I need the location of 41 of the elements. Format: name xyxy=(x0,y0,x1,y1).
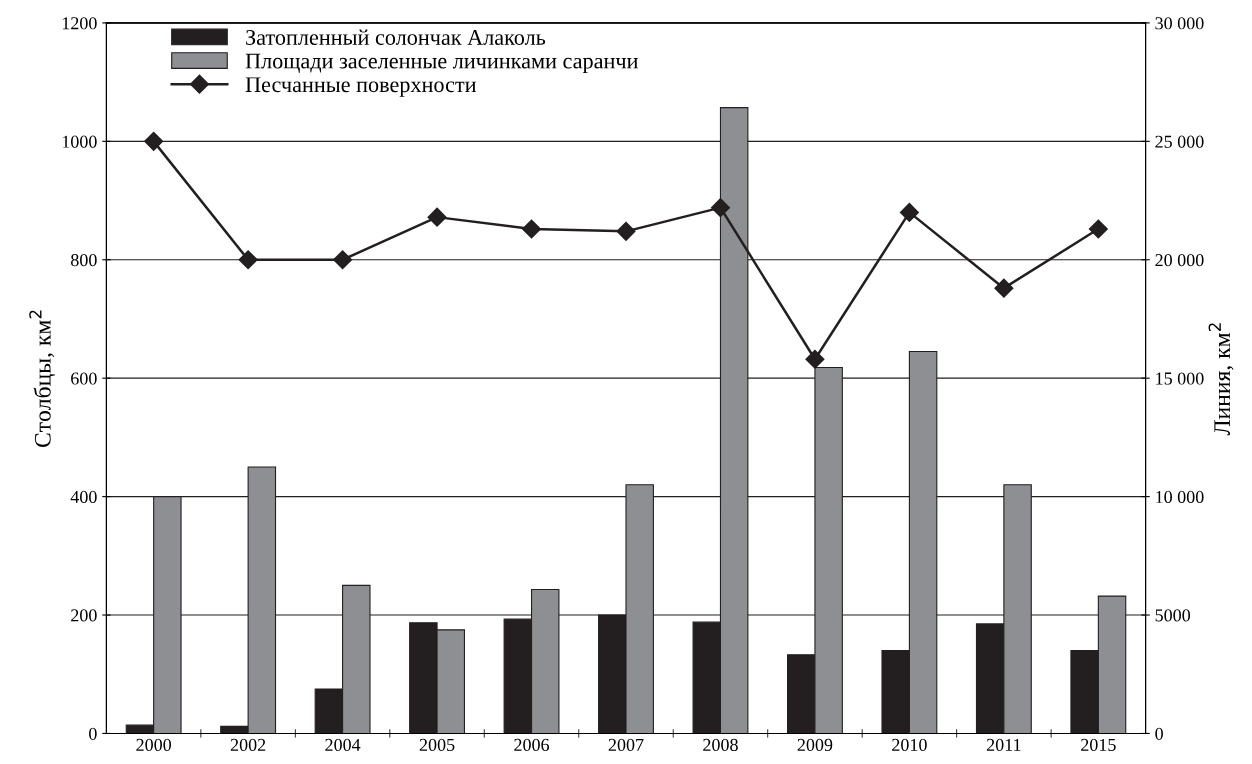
x-tick-label: 2011 xyxy=(986,738,1021,752)
y-tick-label: 800 xyxy=(71,254,97,267)
y2-tick-label: 20 000 xyxy=(1155,254,1204,267)
x-tick-label: 2009 xyxy=(797,738,833,752)
x-tick-label: 2006 xyxy=(514,738,550,752)
point xyxy=(144,131,164,151)
legend-label: Песчанные поверхности xyxy=(245,77,477,97)
x-tick-label: 2005 xyxy=(419,738,455,752)
point xyxy=(710,198,731,218)
x-tick-label: 2004 xyxy=(325,738,361,752)
y-tick-label: 200 xyxy=(71,609,97,622)
y2-tick-label: 10 000 xyxy=(1156,490,1204,504)
legend-label: Затопленный солончак Алаколь xyxy=(246,29,546,45)
point xyxy=(333,250,353,270)
x-tick-label: 2010 xyxy=(892,738,927,752)
y2-tick-label: 0 xyxy=(1155,727,1163,740)
y2-tick-label: 30 000 xyxy=(1155,17,1204,30)
y-tick-label: 600 xyxy=(71,372,97,385)
point xyxy=(899,202,919,222)
y2-axis-title: Линия, км$^{2}$ xyxy=(1208,323,1234,436)
y2-tick-label: 15 000 xyxy=(1156,372,1204,385)
y2-tick-label: 25 000 xyxy=(1155,135,1204,148)
y-tick-label: 1200 xyxy=(62,17,97,30)
point xyxy=(994,278,1014,298)
point xyxy=(805,349,825,369)
point xyxy=(427,207,447,227)
x-tick-label: 2008 xyxy=(703,738,738,752)
x-tick-label: 2002 xyxy=(230,738,266,752)
x-tick-label: 2000 xyxy=(136,738,172,752)
point xyxy=(616,221,636,241)
y2-tick-label: 5000 xyxy=(1155,609,1191,622)
point xyxy=(238,250,258,270)
point xyxy=(521,219,542,239)
y-tick-label: 1000 xyxy=(62,135,97,148)
point xyxy=(1088,219,1108,239)
y-axis-title: Столбцы, км$^{2}$ xyxy=(29,310,56,448)
x-tick-label: 2007 xyxy=(608,738,644,752)
x-tick-label: 2015 xyxy=(1081,738,1116,752)
y-tick-label: 400 xyxy=(70,490,97,504)
legend-label: Площади заселенные личинками саранчи xyxy=(245,53,638,74)
y-tick-label: 0 xyxy=(89,727,97,740)
